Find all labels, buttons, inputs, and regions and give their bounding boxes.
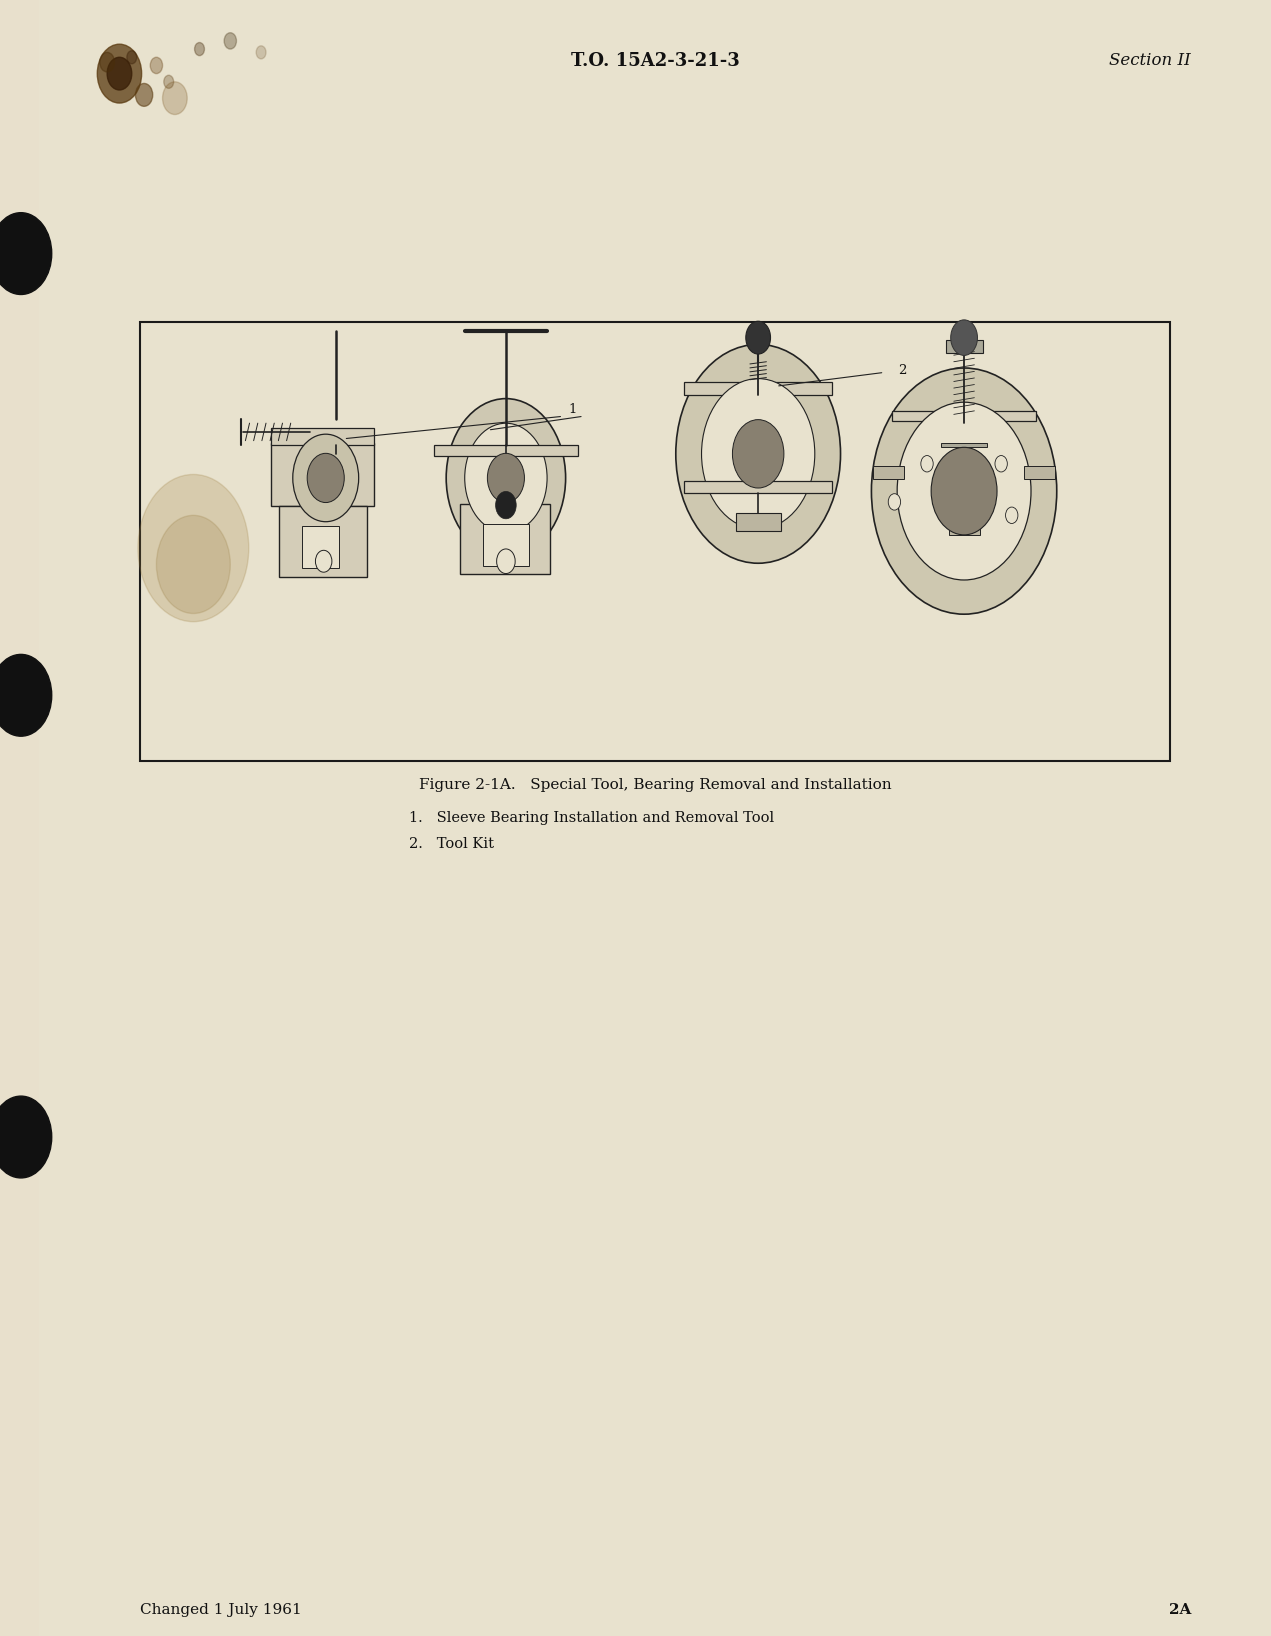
FancyBboxPatch shape	[140, 322, 1171, 761]
Circle shape	[921, 455, 933, 471]
FancyBboxPatch shape	[280, 507, 367, 576]
FancyBboxPatch shape	[483, 524, 529, 566]
FancyBboxPatch shape	[39, 0, 1271, 1636]
Circle shape	[0, 654, 52, 736]
Circle shape	[888, 494, 901, 510]
FancyBboxPatch shape	[271, 427, 374, 445]
Circle shape	[99, 52, 114, 72]
Circle shape	[746, 321, 770, 353]
Circle shape	[163, 82, 187, 115]
Circle shape	[497, 550, 515, 574]
Circle shape	[702, 378, 815, 528]
FancyBboxPatch shape	[892, 411, 1036, 420]
Circle shape	[732, 420, 784, 488]
FancyBboxPatch shape	[271, 443, 374, 507]
FancyBboxPatch shape	[1024, 466, 1055, 479]
Circle shape	[98, 44, 141, 103]
FancyBboxPatch shape	[736, 514, 780, 530]
Circle shape	[136, 83, 153, 106]
Text: 1.   Sleeve Bearing Installation and Removal Tool: 1. Sleeve Bearing Installation and Remov…	[409, 811, 774, 825]
Text: 2A: 2A	[1168, 1603, 1191, 1616]
Text: Changed 1 July 1961: Changed 1 July 1961	[140, 1603, 302, 1616]
FancyBboxPatch shape	[684, 481, 833, 494]
FancyBboxPatch shape	[935, 420, 993, 445]
Circle shape	[951, 321, 977, 355]
Circle shape	[150, 57, 163, 74]
Circle shape	[1005, 507, 1018, 524]
Circle shape	[292, 434, 358, 522]
FancyBboxPatch shape	[302, 527, 339, 568]
Circle shape	[194, 43, 205, 56]
Circle shape	[496, 491, 516, 519]
Circle shape	[224, 33, 236, 49]
Circle shape	[932, 447, 996, 535]
Circle shape	[156, 515, 230, 614]
Circle shape	[127, 51, 137, 64]
FancyBboxPatch shape	[948, 522, 980, 535]
Text: T.O. 15A2-3-21-3: T.O. 15A2-3-21-3	[571, 51, 740, 70]
FancyBboxPatch shape	[433, 445, 578, 456]
Circle shape	[676, 345, 840, 563]
Circle shape	[308, 453, 344, 502]
Circle shape	[257, 46, 266, 59]
Circle shape	[164, 75, 174, 88]
Circle shape	[139, 474, 249, 622]
FancyBboxPatch shape	[460, 504, 550, 574]
Circle shape	[897, 402, 1031, 581]
Circle shape	[107, 57, 132, 90]
Circle shape	[487, 453, 525, 502]
FancyBboxPatch shape	[684, 383, 833, 394]
Circle shape	[446, 399, 566, 558]
Text: Figure 2-1A.   Special Tool, Bearing Removal and Installation: Figure 2-1A. Special Tool, Bearing Remov…	[419, 779, 891, 792]
Circle shape	[872, 368, 1056, 614]
Circle shape	[0, 1096, 52, 1178]
FancyBboxPatch shape	[873, 466, 904, 479]
Text: 1: 1	[568, 404, 577, 417]
Text: 2.   Tool Kit: 2. Tool Kit	[409, 838, 494, 851]
Circle shape	[0, 213, 52, 294]
Text: Section II: Section II	[1110, 52, 1191, 69]
FancyBboxPatch shape	[942, 443, 986, 447]
FancyBboxPatch shape	[727, 394, 789, 419]
Text: 2: 2	[899, 365, 906, 376]
Circle shape	[995, 455, 1008, 471]
FancyBboxPatch shape	[946, 340, 982, 353]
Circle shape	[465, 424, 547, 533]
Circle shape	[315, 550, 332, 573]
